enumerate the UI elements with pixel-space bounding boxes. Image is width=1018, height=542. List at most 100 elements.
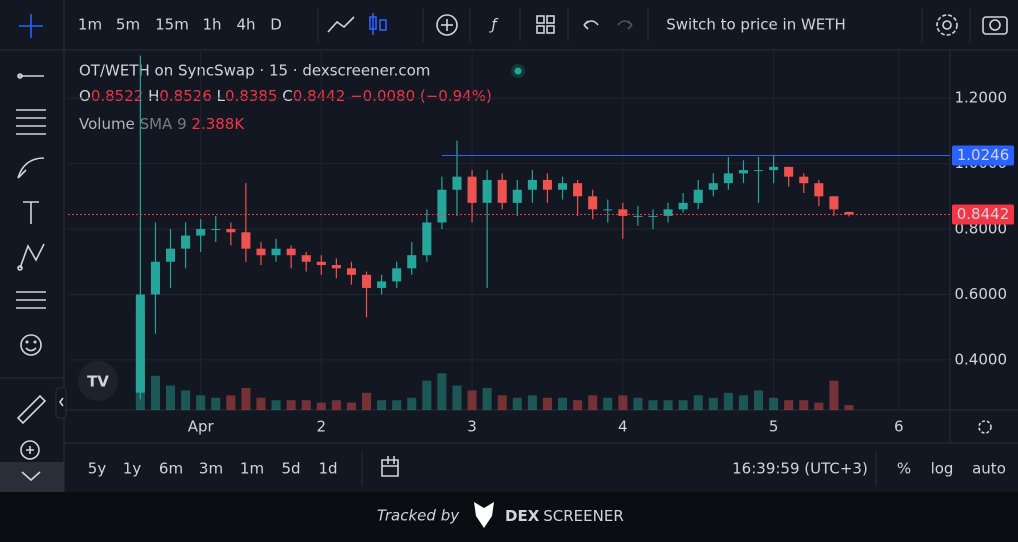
- candle-body: [633, 215, 643, 217]
- volume-bar: [769, 397, 779, 410]
- volume-bar: [558, 397, 568, 410]
- range-button[interactable]: 5d: [281, 460, 300, 478]
- volume-bar: [211, 397, 221, 410]
- volume-sma: SMA 9: [140, 115, 187, 133]
- undo-icon[interactable]: [583, 20, 599, 30]
- interval-button[interactable]: 4h: [236, 16, 255, 34]
- ohlc-value: 0.8442: [293, 87, 346, 105]
- candle-body: [618, 209, 628, 216]
- candle-body: [558, 183, 568, 190]
- candle-body: [362, 274, 372, 288]
- range-button[interactable]: 1m: [240, 460, 264, 478]
- interval-button[interactable]: 5m: [116, 16, 140, 34]
- indicator-add-icon[interactable]: [436, 14, 458, 36]
- candle-body: [377, 281, 387, 288]
- volume-bar: [362, 392, 372, 410]
- candle-body: [573, 183, 583, 197]
- footer: [0, 492, 1018, 542]
- candle-body: [769, 166, 779, 171]
- x-tick-label: 6: [894, 418, 904, 436]
- range-button[interactable]: 1d: [318, 460, 337, 478]
- candle-body: [422, 222, 432, 256]
- dexscreener-logo: [474, 502, 494, 528]
- interval-button[interactable]: 15m: [155, 16, 189, 34]
- candle-body: [150, 261, 160, 295]
- fx-icon[interactable]: ƒ: [488, 16, 498, 34]
- candle-body: [135, 294, 145, 393]
- candle-body: [301, 255, 311, 262]
- volume-bar: [799, 400, 809, 410]
- candle-body: [271, 248, 281, 256]
- drawing-tools[interactable]: [0, 14, 67, 492]
- range-button[interactable]: 5y: [88, 460, 107, 478]
- ohlc-change: −0.0080 (−0.94%): [350, 87, 492, 105]
- volume-bar: [166, 385, 176, 410]
- volume-bar: [422, 380, 432, 410]
- volume-legend: Volume SMA 9 2.388K: [79, 115, 245, 133]
- volume-bar: [603, 397, 613, 410]
- volume-bar: [452, 385, 462, 410]
- candle-body: [482, 179, 492, 203]
- candle-body: [196, 229, 206, 236]
- switch-price-button[interactable]: Switch to price in WETH: [666, 16, 845, 34]
- candle-body: [226, 229, 236, 233]
- line-chart-icon[interactable]: [327, 16, 355, 33]
- redo-icon[interactable]: [617, 20, 633, 30]
- interval-button[interactable]: 1m: [78, 16, 102, 34]
- settings-icon[interactable]: [936, 14, 958, 36]
- price-label: 1.0246: [957, 146, 1010, 164]
- candle-body: [527, 179, 537, 190]
- volume-bar: [723, 392, 733, 410]
- candle-body: [648, 215, 658, 217]
- date-range-icon[interactable]: [381, 456, 399, 477]
- volume-bar: [527, 395, 537, 410]
- candle-body: [181, 235, 191, 249]
- candle-icon[interactable]: [369, 13, 387, 35]
- y-tick-label: 0.4000: [955, 350, 1008, 368]
- range-button[interactable]: 6m: [159, 460, 183, 478]
- ohlc-label: L: [217, 87, 226, 105]
- volume-bar: [814, 402, 824, 410]
- interval-button[interactable]: D: [270, 16, 282, 34]
- volume-bar: [829, 380, 839, 410]
- candle-body: [814, 183, 824, 197]
- layout-icon[interactable]: [536, 15, 555, 34]
- volume-bar: [542, 397, 552, 410]
- volume-bar: [738, 395, 748, 410]
- status-dot-inner: [514, 67, 522, 75]
- camera-icon[interactable]: [982, 16, 1008, 35]
- scale-option[interactable]: log: [931, 460, 954, 478]
- ohlc-legend: O0.8522 H0.8526 L0.8385 C0.8442 −0.0080 …: [79, 87, 492, 105]
- candle-body: [407, 255, 417, 269]
- candle-body: [241, 232, 251, 249]
- volume-bar: [708, 397, 718, 410]
- volume-bar: [588, 395, 598, 410]
- candle-body: [452, 176, 462, 190]
- volume-bar: [150, 375, 160, 410]
- volume-bar: [392, 400, 402, 410]
- candle-body: [588, 196, 598, 210]
- plot-area: [68, 50, 950, 410]
- candle-body: [346, 268, 356, 275]
- volume-bar: [271, 400, 281, 410]
- candle-body: [738, 170, 748, 174]
- interval-button[interactable]: 1h: [202, 16, 221, 34]
- scale-option[interactable]: auto: [972, 460, 1006, 478]
- range-button[interactable]: 1y: [123, 460, 142, 478]
- ohlc-label: H: [148, 87, 159, 105]
- volume-bar: [346, 402, 356, 410]
- x-tick-label: 4: [618, 418, 628, 436]
- volume-bar: [331, 400, 341, 410]
- range-button[interactable]: 3m: [199, 460, 223, 478]
- time-settings-icon[interactable]: [978, 420, 992, 434]
- scale-option[interactable]: %: [897, 460, 911, 478]
- candle-body: [467, 176, 477, 203]
- volume-bar: [573, 400, 583, 410]
- toolbar-separators: [317, 8, 971, 486]
- chart-legend-title: OT/WETH on SyncSwap · 15 · dexscreener.c…: [79, 62, 430, 80]
- candle-body: [603, 209, 613, 211]
- volume-bar: [497, 395, 507, 410]
- candle-body: [723, 173, 733, 184]
- volume-bar: [844, 405, 854, 410]
